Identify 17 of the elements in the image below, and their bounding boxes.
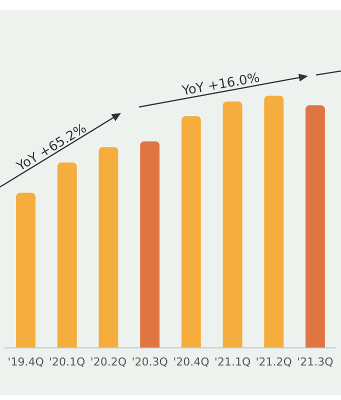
- bar: [140, 141, 160, 348]
- bar: [264, 96, 284, 348]
- bar: [181, 116, 201, 348]
- x-tick-label: '20.3Q: [132, 355, 168, 368]
- x-tick-label: '21.1Q: [214, 355, 251, 368]
- bar: [222, 102, 242, 348]
- annotation: YoY +16.0%: [180, 70, 261, 100]
- bar: [57, 162, 77, 348]
- x-tick-label: '21.3Q: [297, 355, 334, 368]
- bar: [98, 147, 118, 348]
- x-tick-label: '20.1Q: [49, 355, 86, 368]
- bar: [306, 105, 325, 348]
- bar: [16, 192, 36, 348]
- x-tick-label: '20.4Q: [173, 355, 210, 368]
- x-tick-label: '21.2Q: [256, 355, 292, 368]
- x-tick-label: '19.4Q: [8, 355, 44, 368]
- x-tick-label: '20.2Q: [90, 355, 127, 368]
